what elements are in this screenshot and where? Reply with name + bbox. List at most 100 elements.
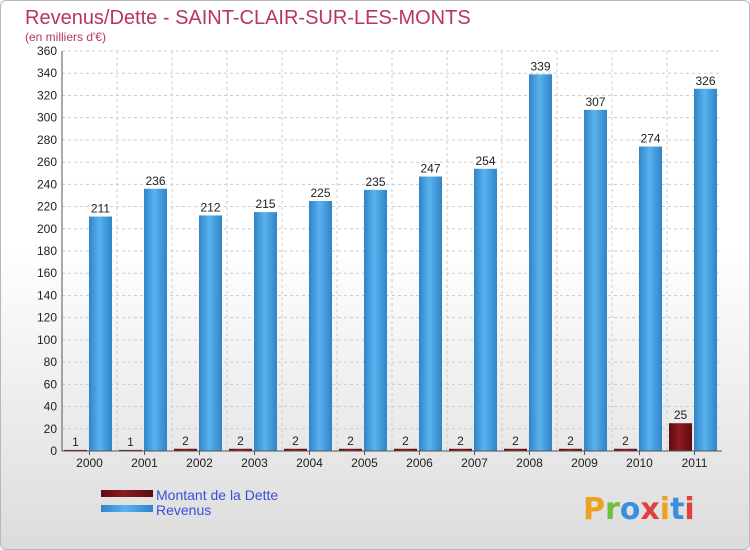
y-tick-label: 240 [37, 177, 57, 191]
y-tick-label: 80 [44, 355, 58, 369]
bar-revenue [309, 201, 332, 451]
y-tick-label: 200 [37, 222, 57, 236]
bar-debt [174, 448, 197, 451]
logo-letter: t [670, 492, 684, 527]
data-label-revenue: 247 [420, 162, 440, 176]
bar-revenue [584, 109, 607, 451]
legend-label-debt: Montant de la Dette [156, 487, 278, 503]
x-tick-label: 2009 [571, 456, 598, 470]
y-tick-label: 20 [44, 422, 58, 436]
chart-subtitle: (en milliers d'€) [25, 30, 106, 44]
bar-debt [339, 448, 362, 451]
axes: 0 20 40 60 80 100 120 140 160 180 200 220 240 260 280 3… [37, 44, 722, 470]
bar-debt [119, 449, 142, 451]
y-tick-label: 0 [50, 444, 57, 458]
bar-revenue [474, 168, 497, 451]
data-label-revenue: 254 [475, 154, 495, 168]
x-tick-label: 2011 [682, 456, 708, 470]
x-tick-label: 2004 [296, 456, 323, 470]
data-label-revenue: 326 [695, 74, 715, 88]
data-label-revenue: 274 [640, 132, 660, 146]
logo-letter: P [583, 492, 605, 527]
bar-revenue [89, 216, 112, 451]
data-label-debt: 1 [72, 435, 79, 449]
legend-label-revenue: Revenus [156, 502, 211, 518]
data-label-debt: 2 [622, 434, 629, 448]
logo-letter: i [684, 492, 694, 527]
logo-letter: i [660, 492, 670, 527]
bar-debt [614, 448, 637, 451]
data-label-revenue: 307 [585, 95, 605, 109]
y-tick-label: 260 [37, 155, 57, 169]
bars: 1211123622122215222522352247225423392307… [64, 59, 717, 452]
x-tick-label: 2007 [461, 456, 488, 470]
data-label-debt: 2 [237, 434, 244, 448]
y-tick-label: 140 [37, 288, 57, 302]
bar-revenue [694, 88, 717, 452]
proxiti-logo: Proxiti [583, 492, 695, 527]
y-tick-label: 60 [44, 377, 58, 391]
bar-debt [449, 448, 472, 451]
bar-revenue [254, 212, 277, 451]
x-tick-label: 2008 [516, 456, 543, 470]
data-label-debt: 2 [402, 434, 409, 448]
data-label-revenue: 212 [200, 200, 220, 214]
bar-debt [504, 448, 527, 451]
y-tick-label: 120 [37, 311, 57, 325]
logo-letter: r [605, 492, 620, 527]
y-tick-label: 40 [44, 400, 58, 414]
bar-revenue [199, 215, 222, 451]
y-tick-label: 180 [37, 244, 57, 258]
legend-swatch-debt [101, 490, 153, 497]
data-label-revenue: 211 [91, 202, 110, 216]
x-tick-label: 2006 [406, 456, 433, 470]
x-tick-label: 2002 [186, 456, 213, 470]
data-label-debt: 2 [567, 434, 574, 448]
y-tick-label: 360 [37, 44, 57, 58]
chart-title: Revenus/Dette - SAINT-CLAIR-SUR-LES-MONT… [25, 7, 471, 29]
data-label-debt: 2 [512, 434, 519, 448]
x-tick-label: 2010 [626, 456, 653, 470]
data-label-debt: 25 [674, 408, 688, 422]
y-tick-label: 100 [37, 333, 57, 347]
x-tick-label: 2003 [241, 456, 268, 470]
bar-debt [284, 448, 307, 451]
bar-revenue [529, 74, 552, 451]
bar-revenue [419, 176, 442, 452]
logo-letter: x [640, 492, 659, 527]
y-tick-label: 340 [37, 66, 57, 80]
data-label-revenue: 215 [255, 197, 275, 211]
x-tick-label: 2005 [351, 456, 378, 470]
y-tick-label: 300 [37, 111, 57, 125]
data-label-revenue: 339 [530, 59, 550, 73]
grid [62, 50, 722, 452]
y-tick-label: 320 [37, 88, 57, 102]
bar-revenue [144, 188, 167, 451]
bar-revenue [639, 146, 662, 452]
logo-letter: o [620, 492, 641, 527]
logo-text: Proxiti [583, 492, 695, 527]
bar-debt [669, 423, 692, 451]
data-label-debt: 2 [182, 434, 189, 448]
data-label-debt: 2 [457, 434, 464, 448]
y-tick-label: 220 [37, 200, 57, 214]
data-label-revenue: 225 [310, 186, 330, 200]
y-tick-label: 280 [37, 133, 57, 147]
bar-revenue [364, 189, 387, 451]
data-label-debt: 2 [292, 434, 299, 448]
x-tick-label: 2001 [131, 456, 158, 470]
data-label-revenue: 235 [365, 175, 385, 189]
legend: Montant de la Dette Revenus [101, 487, 278, 518]
legend-swatch-revenue [101, 505, 153, 512]
data-label-debt: 2 [347, 434, 354, 448]
data-label-debt: 1 [127, 435, 134, 449]
bar-debt [394, 448, 417, 451]
data-label-revenue: 236 [145, 174, 165, 188]
x-tick-label: 2000 [76, 456, 103, 470]
bar-debt [229, 448, 252, 451]
bar-debt [559, 448, 582, 451]
y-tick-label: 160 [37, 266, 57, 280]
bar-debt [64, 449, 87, 451]
